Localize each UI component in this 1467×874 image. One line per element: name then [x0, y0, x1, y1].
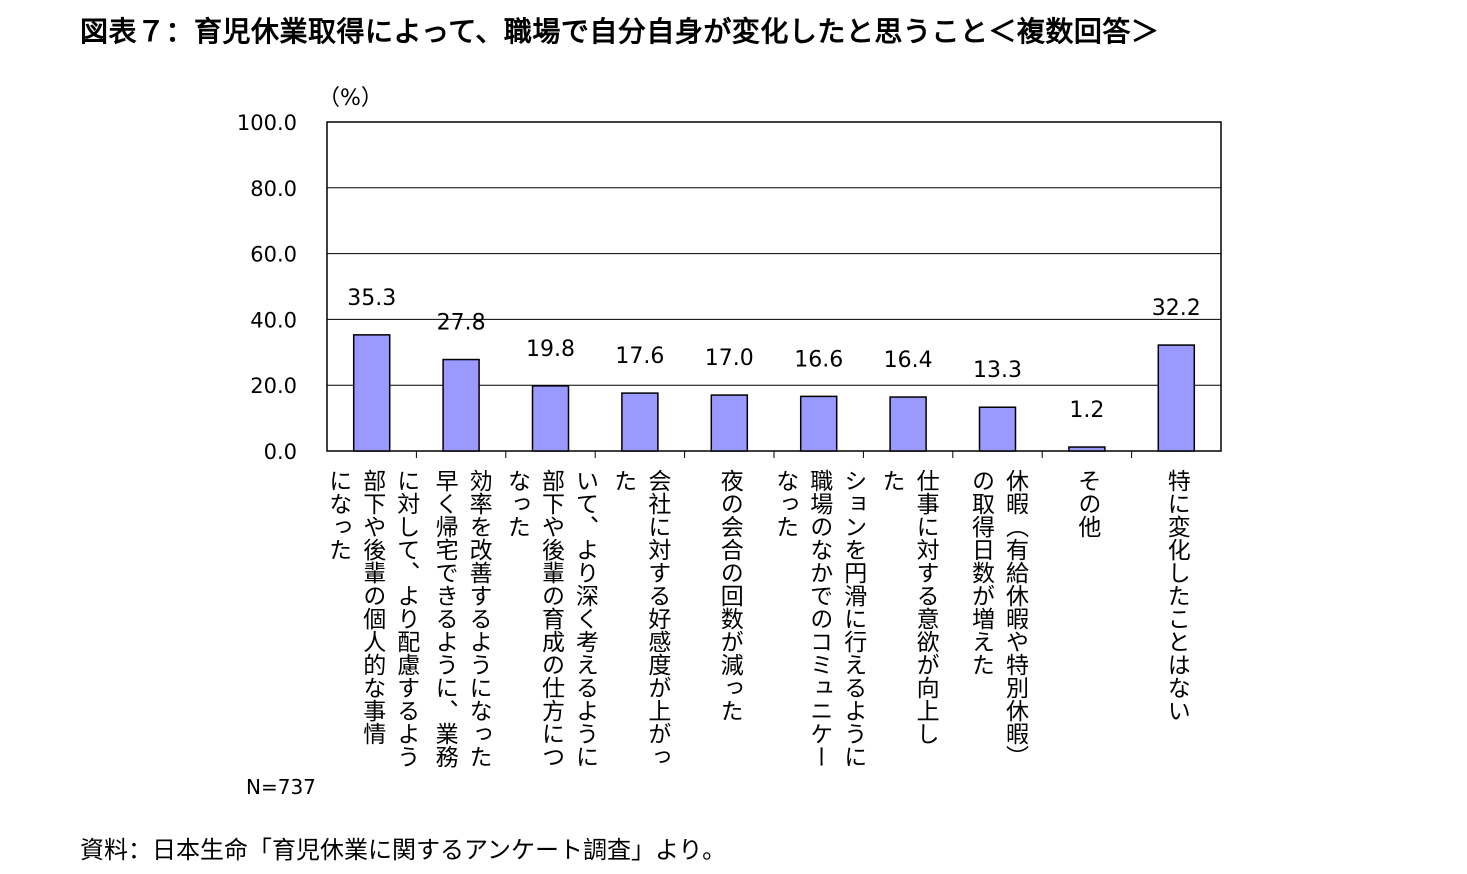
y-tick-label: 20.0 [250, 374, 297, 398]
data-label: 1.2 [1069, 398, 1104, 423]
data-label: 17.0 [705, 346, 754, 371]
data-label: 16.6 [794, 347, 843, 372]
bar [442, 358, 480, 452]
category-label: ションを円滑に行えるように [840, 469, 868, 768]
category-label: た [878, 469, 904, 492]
category-label: の取得日数が増えた [968, 469, 996, 676]
y-tick-label: 80.0 [250, 177, 297, 201]
bar [1068, 446, 1106, 452]
category-label: その他 [1074, 469, 1102, 538]
chart-title: 図表７：育児休業取得によって、職場で自分自身が変化したと思うこと＜複数回答＞ [80, 15, 1160, 48]
y-tick-label: 0.0 [264, 440, 297, 464]
bar [531, 385, 570, 452]
y-tick-label: 60.0 [250, 243, 297, 267]
data-label: 32.2 [1152, 296, 1201, 321]
data-label: 19.8 [526, 337, 575, 362]
category-label: 夜の会合の回数が減った [716, 469, 744, 722]
category-label: 休暇（有給休暇や特別休暇） [1002, 469, 1030, 768]
category-label: 効率を改善するようになった [465, 469, 492, 768]
data-label: 13.3 [973, 358, 1022, 383]
y-axis-unit: （%） [318, 86, 383, 111]
bar [621, 392, 659, 452]
category-label: になった [325, 469, 351, 561]
bar [799, 395, 838, 452]
data-label: 17.6 [615, 344, 664, 369]
category-label: 部下や後輩の個人的な事情 [359, 469, 387, 745]
category-label: た [610, 469, 636, 492]
category-label: 職場のなかでのコミュニケー [806, 469, 834, 768]
bar [1157, 344, 1196, 452]
sample-size-label: N=737 [246, 775, 316, 799]
bar [978, 406, 1017, 452]
source-note: 資料：日本生命「育児休業に関するアンケート調査」より。 [80, 836, 727, 864]
category-label: なった [504, 469, 530, 538]
bar [710, 394, 749, 452]
data-label: 16.4 [884, 348, 933, 373]
category-label: 早く帰宅できるように、業務 [431, 469, 459, 768]
bar [352, 334, 391, 452]
category-label: 仕事に対する意欲が向上し [912, 469, 940, 745]
y-tick-label: 40.0 [250, 308, 297, 332]
y-tick-label: 100.0 [237, 111, 297, 135]
category-label: 部下や後輩の育成の仕方につ [538, 469, 566, 768]
category-label: いて、より深く考えるように [572, 469, 600, 768]
bar [889, 396, 927, 452]
category-label: なった [772, 469, 798, 538]
data-label: 35.3 [347, 286, 396, 311]
category-label: に対して、より配慮するよう [393, 469, 421, 768]
category-label: 会社に対する好感度が上がっ [644, 469, 672, 768]
data-label: 27.8 [437, 311, 486, 336]
category-label: 特に変化したことはない [1163, 469, 1191, 722]
